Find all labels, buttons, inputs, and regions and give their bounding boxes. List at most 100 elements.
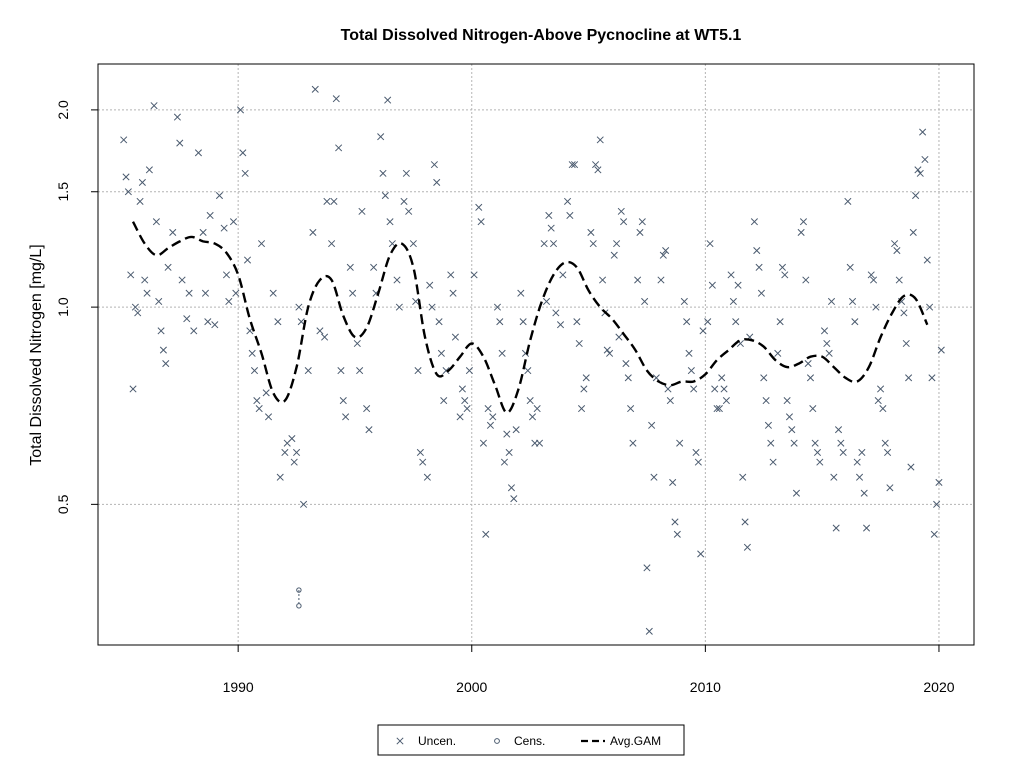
uncensored-point (225, 297, 233, 306)
uncensored-point (437, 349, 445, 357)
uncensored-point (204, 318, 212, 326)
uncensored-point (568, 161, 576, 169)
legend-symbol-x (396, 737, 404, 745)
uncensored-point (848, 297, 857, 306)
uncensored-point (323, 197, 331, 205)
uncensored-point (503, 430, 511, 438)
uncensored-point (479, 439, 487, 447)
uncensored-point (634, 276, 642, 284)
uncensored-point (316, 327, 324, 335)
uncensored-point (276, 473, 284, 481)
x-tick-label: 2020 (923, 679, 954, 695)
uncensored-point (790, 439, 798, 447)
uncensored-point (409, 240, 417, 248)
uncensored-point (734, 281, 742, 289)
uncensored-point (141, 276, 149, 284)
uncensored-point (199, 228, 207, 237)
uncensored-point (603, 346, 611, 354)
uncensored-point (743, 543, 751, 551)
uncensored-point (255, 405, 263, 413)
uncensored-point (666, 397, 674, 405)
uncensored-point (650, 473, 658, 481)
legend-symbol-circle (494, 738, 500, 744)
uncensored-point (900, 309, 908, 317)
uncensored-point (879, 405, 887, 413)
uncensored-point (190, 327, 198, 335)
uncensored-point (173, 113, 181, 121)
uncensored-point (877, 385, 885, 393)
uncensored-point (680, 297, 688, 306)
x-tick-label: 2010 (690, 679, 721, 695)
uncensored-point (855, 473, 864, 481)
uncensored-point (379, 169, 387, 177)
uncensored-point (498, 349, 506, 357)
uncensored-point (519, 318, 527, 326)
uncensored-point (321, 333, 329, 341)
uncensored-point (869, 276, 878, 284)
uncensored-point (648, 421, 656, 429)
uncensored-point (575, 339, 583, 348)
uncensored-point (923, 256, 931, 264)
uncensored-point (290, 458, 298, 466)
uncensored-point (914, 166, 922, 174)
uncensored-point (823, 339, 831, 348)
uncensored-point (891, 240, 899, 248)
uncensored-point (664, 385, 672, 393)
uncensored-point (470, 271, 478, 279)
uncensored-point (458, 385, 466, 393)
uncensored-point (370, 263, 378, 271)
uncensored-point (893, 246, 901, 255)
uncensored-point (524, 367, 532, 375)
uncensored-point (659, 251, 667, 259)
uncensored-point (526, 397, 534, 405)
uncensored-point (248, 349, 256, 357)
uncensored-point (477, 218, 485, 226)
uncensored-point (839, 448, 847, 457)
uncensored-point (715, 405, 723, 413)
uncensored-point (912, 192, 920, 200)
uncensored-point (269, 289, 277, 297)
uncensored-point (830, 473, 838, 481)
uncensored-point (827, 297, 836, 306)
uncensored-point (145, 166, 153, 174)
uncensored-point (201, 289, 210, 297)
uncensored-point (613, 240, 621, 248)
uncensored-point (617, 207, 625, 215)
uncensored-point (834, 426, 843, 434)
uncensored-point (461, 397, 469, 405)
uncensored-point (552, 309, 560, 317)
uncensored-point (872, 303, 880, 311)
uncensored-point (886, 484, 894, 492)
uncensored-point (620, 218, 628, 226)
uncensored-point (346, 263, 354, 271)
uncensored-point (449, 289, 457, 297)
uncensored-point (311, 85, 319, 93)
uncensored-point (937, 346, 945, 354)
uncensored-point (694, 458, 702, 466)
uncensored-point (222, 271, 231, 279)
uncensored-point (293, 448, 301, 457)
uncensored-point (657, 276, 665, 284)
uncensored-point (500, 458, 509, 466)
uncensored-point (713, 405, 721, 413)
uncensored-point (295, 303, 303, 311)
uncensored-point (599, 276, 607, 284)
uncensored-point (792, 489, 801, 497)
uncensored-point (127, 271, 135, 279)
uncensored-point (377, 133, 385, 141)
uncensored-point (769, 458, 777, 466)
uncensored-point (386, 218, 394, 226)
uncensored-point (573, 318, 581, 326)
uncensored-point (624, 374, 632, 382)
uncensored-point (241, 169, 249, 177)
uncensored-point (124, 188, 132, 196)
uncensored-point (732, 318, 740, 326)
uncensored-point (704, 318, 712, 326)
uncensored-point (211, 321, 219, 329)
uncensored-point (335, 144, 343, 152)
uncensored-point (563, 197, 572, 205)
uncensored-point (484, 405, 492, 413)
uncensored-point (337, 367, 345, 375)
y-tick-label: 1.0 (55, 297, 71, 317)
